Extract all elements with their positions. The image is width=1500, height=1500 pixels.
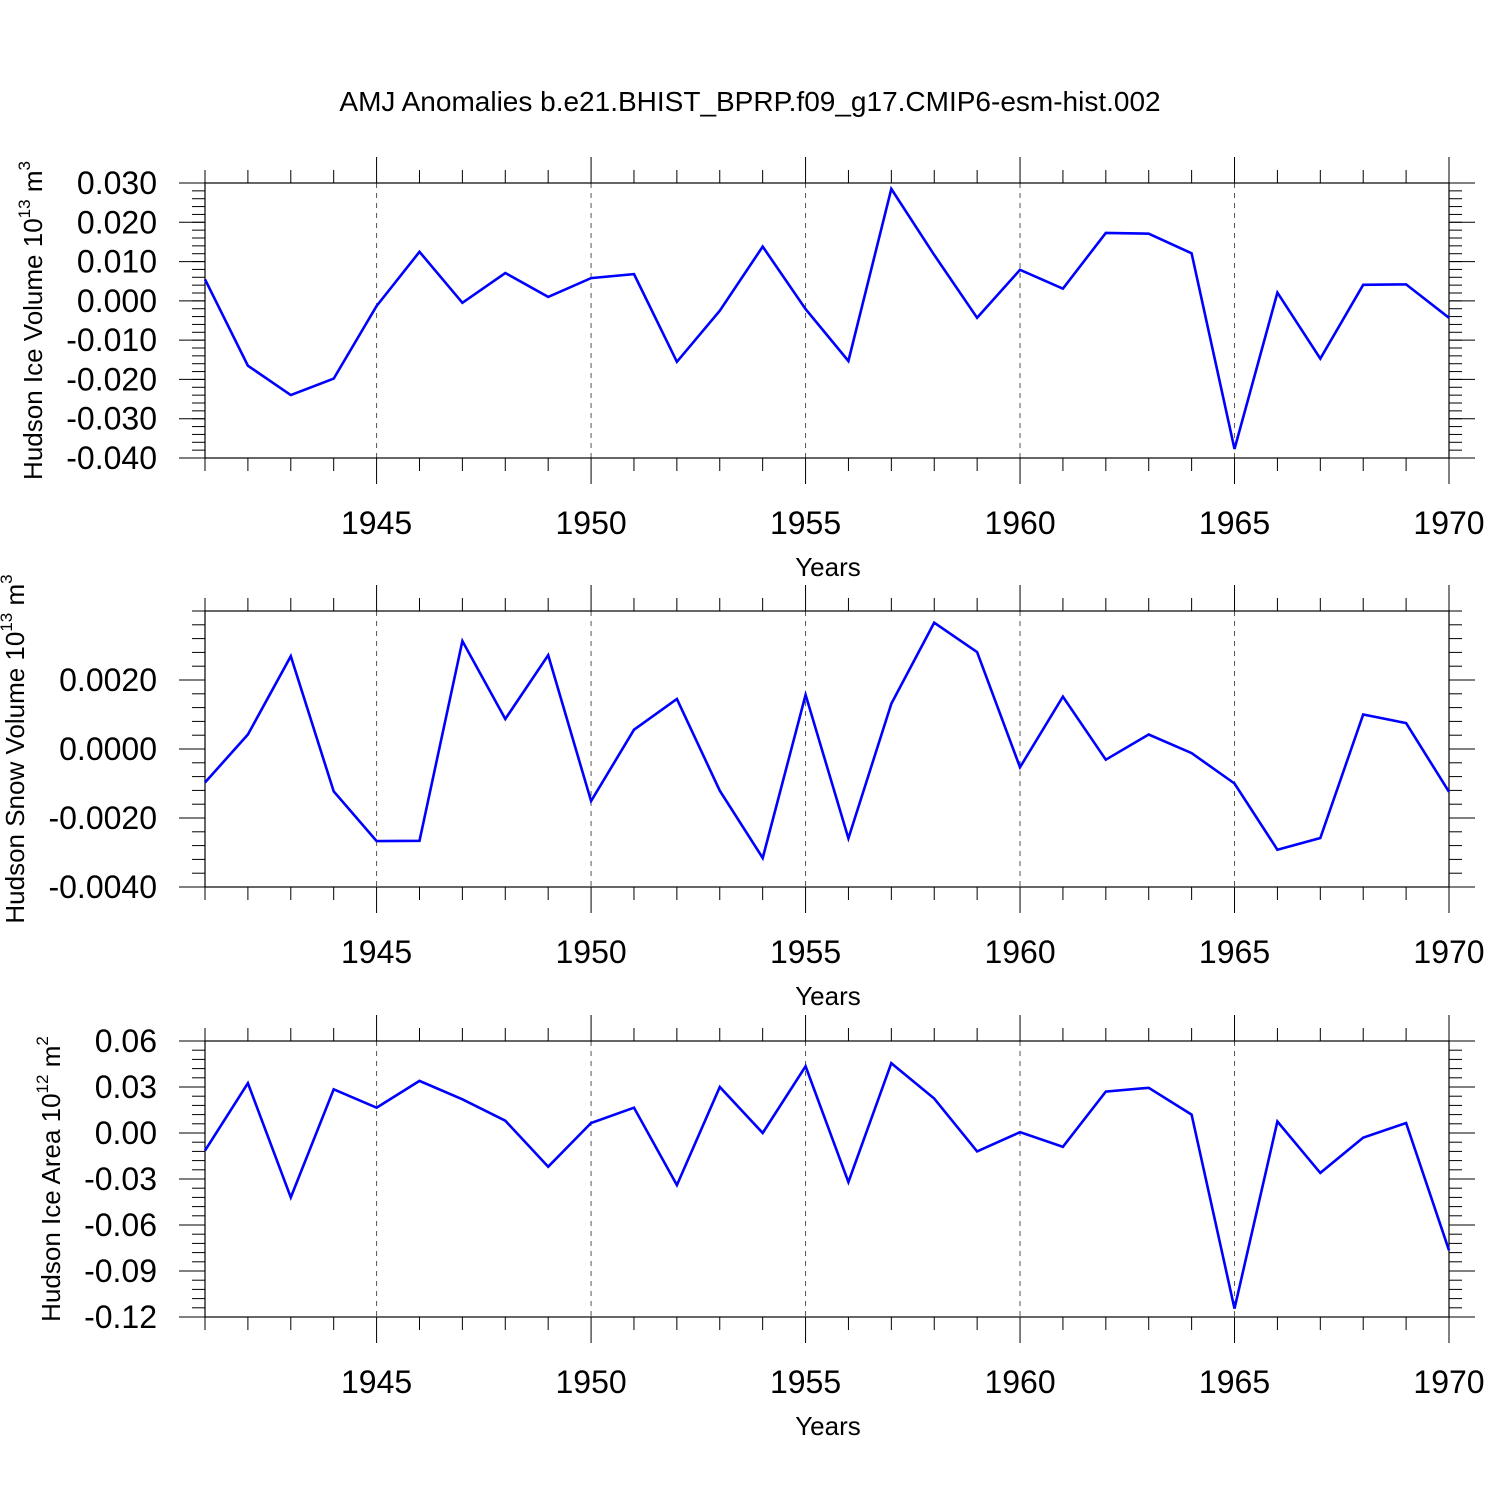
x-tick-label: 1970 (1413, 934, 1484, 970)
y-tick-label: 0.010 (77, 244, 157, 280)
y-tick-label: -0.010 (66, 322, 157, 358)
y-axis-title: Hudson Snow Volume 1013 m3 (0, 574, 30, 923)
y-axis-title-superscript: 3 (0, 574, 16, 583)
y-tick-label: 0.00 (95, 1115, 157, 1151)
y-tick-label: -0.06 (84, 1207, 157, 1243)
y-axis-title-part: m (36, 1046, 66, 1075)
x-tick-label: 1965 (1199, 934, 1270, 970)
x-tick-label: 1950 (555, 934, 626, 970)
plot-frame (204, 182, 1450, 459)
y-tick-label: 0.020 (77, 204, 157, 240)
y-axis-title-superscript: 13 (0, 613, 16, 632)
series-line-1 (203, 185, 1450, 450)
y-tick-label: -0.0020 (48, 800, 157, 836)
y-tick-label: 0.03 (95, 1069, 157, 1105)
x-tick-label: 1950 (555, 1364, 626, 1400)
y-axis-title-part: m (0, 584, 30, 613)
x-tick-label: 1955 (770, 1364, 841, 1400)
x-axis-title: Years (795, 552, 861, 582)
panel-2: 1945 1950 1955 1960 1965 1970 -0.0040 -0.0020 0.… (0, 574, 1485, 1011)
x-tick-label: 1965 (1199, 1364, 1270, 1400)
y-tick-label: -0.12 (84, 1299, 157, 1335)
x-axis-title: Years (795, 1411, 861, 1441)
y-tick-label: -0.030 (66, 401, 157, 437)
x-tick-label: 1955 (770, 505, 841, 541)
y-tick-label: -0.020 (66, 361, 157, 397)
x-tick-label: 1970 (1413, 505, 1484, 541)
x-tick-label: 1945 (341, 1364, 412, 1400)
y-axis-title-part: Hudson Ice Volume 10 (18, 218, 48, 480)
y-tick-label: -0.09 (84, 1253, 157, 1289)
y-tick-label: 0.0020 (59, 662, 157, 698)
y-tick-label: 0.06 (95, 1023, 157, 1059)
y-axis-title-superscript: 3 (15, 161, 34, 170)
y-axis-title-part: Hudson Snow Volume 10 (0, 632, 30, 924)
x-tick-label: 1960 (984, 934, 1055, 970)
x-tick-label: 1945 (341, 505, 412, 541)
x-tick-label: 1965 (1199, 505, 1270, 541)
y-tick-label: -0.040 (66, 440, 157, 476)
panel-3: 1945 1950 1955 1960 1965 1970 -0.12 -0.09 -0.06 -… (33, 1015, 1485, 1441)
series-line-1 (204, 620, 1451, 862)
y-tick-label: -0.0040 (48, 869, 157, 905)
x-tick-label: 1945 (341, 934, 412, 970)
x-tick-label: 1950 (555, 505, 626, 541)
y-axis-title-superscript: 13 (15, 199, 34, 218)
x-tick-label: 1970 (1413, 1364, 1484, 1400)
panel-1: 1945 1950 1955 1960 1965 1970 -0.040-0.030 -0.0… (15, 157, 1485, 582)
y-axis-title-superscript: 12 (33, 1075, 52, 1094)
y-tick-label: 0.030 (77, 165, 157, 201)
x-tick-label: 1960 (984, 1364, 1055, 1400)
y-axis-title-part: m (18, 171, 48, 200)
series-line-1 (203, 1061, 1451, 1309)
x-axis-title: Years (795, 981, 861, 1011)
y-axis-title-part: Hudson Ice Area 10 (36, 1093, 66, 1321)
y-axis-title-superscript: 2 (33, 1036, 52, 1045)
y-axis-title: Hudson Ice Volume 1013 m3 (15, 161, 48, 480)
x-tick-label: 1960 (984, 505, 1055, 541)
chart-title: AMJ Anomalies b.e21.BHIST_BPRP.f09_g17.C… (339, 86, 1160, 117)
y-tick-label: 0.000 (77, 283, 157, 319)
y-axis-title: Hudson Ice Area 1012 m2 (33, 1036, 66, 1322)
y-tick-label: -0.03 (84, 1161, 157, 1197)
y-tick-label: 0.0000 (59, 731, 157, 767)
x-tick-label: 1955 (770, 934, 841, 970)
